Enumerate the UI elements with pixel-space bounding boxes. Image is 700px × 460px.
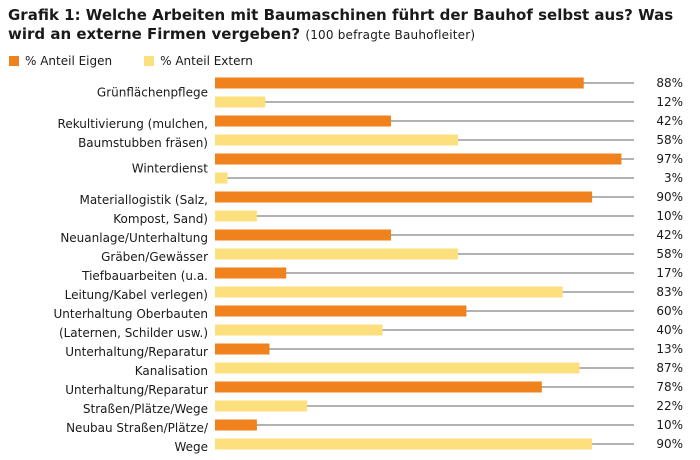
value-label: 60%	[656, 304, 683, 318]
category-label: Grünflächenpflege	[97, 86, 208, 100]
bar-eigen	[215, 343, 270, 355]
bar-extern	[215, 134, 459, 146]
bar-eigen	[215, 229, 391, 241]
category-label: Neuanlage/Unterhaltung	[60, 231, 208, 245]
legend-label-eigen: % Anteil Eigen	[25, 54, 113, 68]
value-label: 90%	[656, 190, 683, 204]
value-label: 10%	[656, 209, 683, 223]
bar-extern	[215, 362, 580, 374]
value-label: 3%	[664, 171, 683, 185]
bar-extern	[215, 400, 308, 412]
value-label: 42%	[656, 114, 683, 128]
value-label: 13%	[656, 342, 683, 356]
category-label: Unterhaltung Oberbauten	[54, 307, 209, 321]
bar-eigen	[215, 115, 391, 127]
category-label: Wege	[174, 440, 208, 454]
bar-eigen	[215, 419, 257, 431]
bar-extern	[215, 324, 383, 336]
category-label: Rekultivierung (mulchen,	[58, 117, 208, 131]
category-label: Unterhaltung/Reparatur	[65, 383, 208, 397]
bar-extern	[215, 286, 563, 298]
value-label: 22%	[656, 399, 683, 413]
legend-item-extern: % Anteil Extern	[144, 54, 253, 68]
category-label: Tiefbauarbeiten (u.a.	[81, 269, 208, 283]
value-label: 87%	[656, 361, 683, 375]
value-label: 88%	[656, 76, 683, 90]
legend: % Anteil Eigen % Anteil Extern	[9, 52, 285, 70]
value-label: 83%	[656, 285, 683, 299]
chart-subtitle: (100 befragte Bauhofleiter)	[305, 28, 476, 42]
value-label: 97%	[656, 152, 683, 166]
value-label: 58%	[656, 247, 683, 261]
category-label: Baumstubben fräsen)	[78, 136, 208, 150]
bar-extern	[215, 172, 228, 184]
bar-eigen	[215, 305, 467, 317]
category-label: Leitung/Kabel verlegen)	[65, 288, 208, 302]
value-label: 12%	[656, 95, 683, 109]
legend-item-eigen: % Anteil Eigen	[9, 54, 112, 68]
category-label: Unterhaltung/Reparatur	[65, 345, 208, 359]
legend-swatch-eigen	[9, 56, 19, 66]
value-label: 58%	[656, 133, 683, 147]
value-label: 42%	[656, 228, 683, 242]
chart-title: Grafik 1: Welche Arbeiten mit Baumaschin…	[8, 6, 692, 45]
value-label: 78%	[656, 380, 683, 394]
value-label: 10%	[656, 418, 683, 432]
bar-eigen	[215, 191, 593, 203]
category-label: Gräben/Gewässer	[101, 250, 208, 264]
category-label: (Laternen, Schilder usw.)	[59, 326, 208, 340]
bar-eigen	[215, 381, 542, 393]
legend-swatch-extern	[144, 56, 155, 66]
chart-title-text: Grafik 1: Welche Arbeiten mit Baumaschin…	[8, 6, 674, 43]
category-label: Kompost, Sand)	[113, 212, 208, 226]
bar-extern	[215, 248, 459, 260]
bar-eigen	[215, 153, 622, 165]
category-label: Winterdienst	[132, 162, 209, 176]
value-label: 90%	[656, 437, 683, 451]
bar-extern	[215, 438, 593, 450]
bar-extern	[215, 96, 266, 108]
bar-eigen	[215, 267, 287, 279]
bar-eigen	[215, 77, 584, 89]
category-label: Neubau Straßen/Plätze/	[66, 421, 209, 435]
category-label: Kanalisation	[135, 364, 208, 378]
value-label: 40%	[656, 323, 683, 337]
legend-label-extern: % Anteil Extern	[160, 54, 253, 68]
category-label: Materiallogistik (Salz,	[79, 193, 208, 207]
value-label: 17%	[656, 266, 683, 280]
category-label: Straßen/Plätze/Wege	[83, 402, 208, 416]
bar-extern	[215, 210, 257, 222]
